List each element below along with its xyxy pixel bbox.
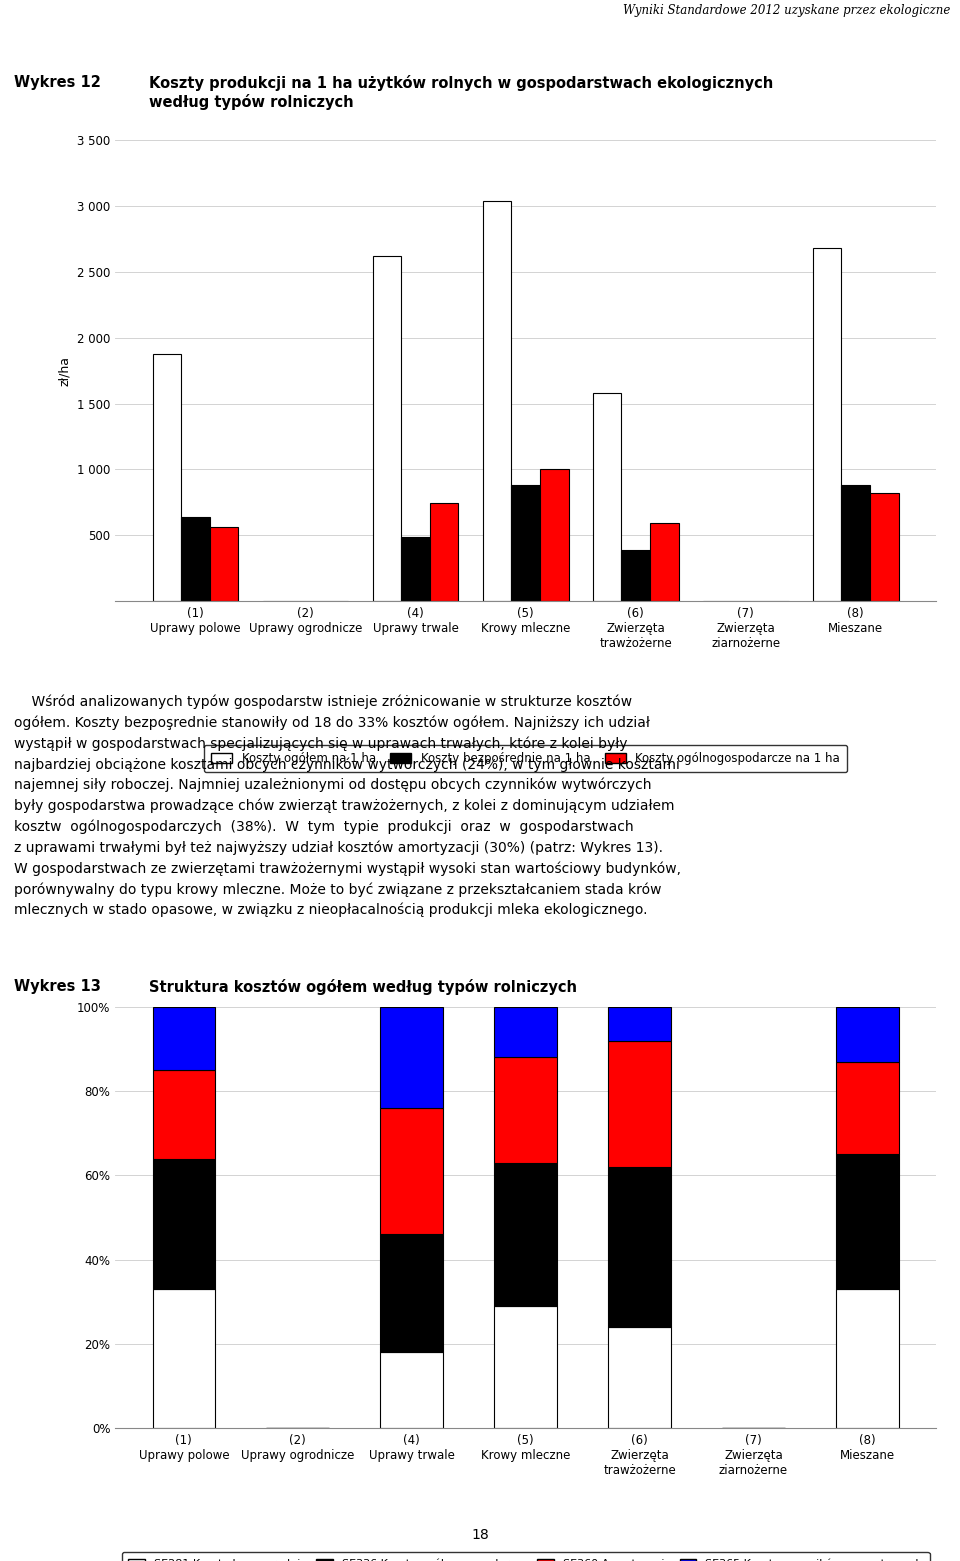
Bar bbox=[209, 526, 238, 601]
Bar bbox=[483, 201, 512, 601]
Text: Wśród analizowanych typów gospodarstw istnieje zróżnicowanie w strukturze kosztó: Wśród analizowanych typów gospodarstw is… bbox=[14, 695, 682, 918]
Bar bbox=[380, 1235, 443, 1352]
Text: Wykres 12: Wykres 12 bbox=[14, 75, 101, 91]
Bar bbox=[153, 1007, 215, 1071]
Bar bbox=[430, 503, 459, 601]
Bar bbox=[836, 1007, 899, 1061]
Bar bbox=[153, 1289, 215, 1428]
Text: Struktura kosztów ogółem według typów rolniczych: Struktura kosztów ogółem według typów ro… bbox=[149, 979, 577, 994]
Bar bbox=[870, 493, 899, 601]
Bar bbox=[153, 1071, 215, 1158]
Bar bbox=[842, 485, 870, 601]
Bar bbox=[609, 1007, 671, 1041]
Bar bbox=[609, 1041, 671, 1168]
Bar bbox=[836, 1155, 899, 1289]
Bar bbox=[592, 393, 621, 601]
Bar bbox=[650, 523, 679, 601]
Bar bbox=[153, 1158, 215, 1289]
Bar bbox=[813, 248, 842, 601]
Legend: Koszty ogółem na 1 ha, Koszty bezpośrednie na 1 ha, Koszty ogólnogospodarcze na : Koszty ogółem na 1 ha, Koszty bezpośredn… bbox=[204, 745, 847, 773]
Text: Koszty produkcji na 1 ha użytków rolnych w gospodarstwach ekologicznych
według t: Koszty produkcji na 1 ha użytków rolnych… bbox=[149, 75, 773, 109]
Bar bbox=[153, 354, 181, 601]
Bar bbox=[380, 1108, 443, 1235]
Bar bbox=[401, 537, 430, 601]
Bar bbox=[494, 1007, 557, 1057]
Bar bbox=[836, 1061, 899, 1155]
Bar bbox=[621, 551, 650, 601]
Bar bbox=[494, 1307, 557, 1428]
Y-axis label: zł/ha: zł/ha bbox=[59, 356, 71, 386]
Bar bbox=[609, 1327, 671, 1428]
Text: Wyniki Standardowe 2012 uzyskane przez ekologiczne: Wyniki Standardowe 2012 uzyskane przez e… bbox=[623, 5, 950, 17]
Bar bbox=[540, 470, 568, 601]
Legend: SE281 Koszty bezpoşrednie, SE336 Koszty ogólnogospodarcze, SE360 Amortyzacja, SE: SE281 Koszty bezpoşrednie, SE336 Koszty … bbox=[122, 1552, 929, 1561]
Bar bbox=[372, 256, 401, 601]
Bar bbox=[609, 1168, 671, 1327]
Bar bbox=[380, 1007, 443, 1108]
Bar bbox=[836, 1289, 899, 1428]
Text: 18: 18 bbox=[471, 1528, 489, 1542]
Text: Wykres 13: Wykres 13 bbox=[14, 979, 101, 994]
Bar bbox=[512, 485, 540, 601]
Bar bbox=[494, 1163, 557, 1307]
Bar bbox=[380, 1352, 443, 1428]
Bar bbox=[181, 517, 209, 601]
Bar bbox=[494, 1057, 557, 1163]
